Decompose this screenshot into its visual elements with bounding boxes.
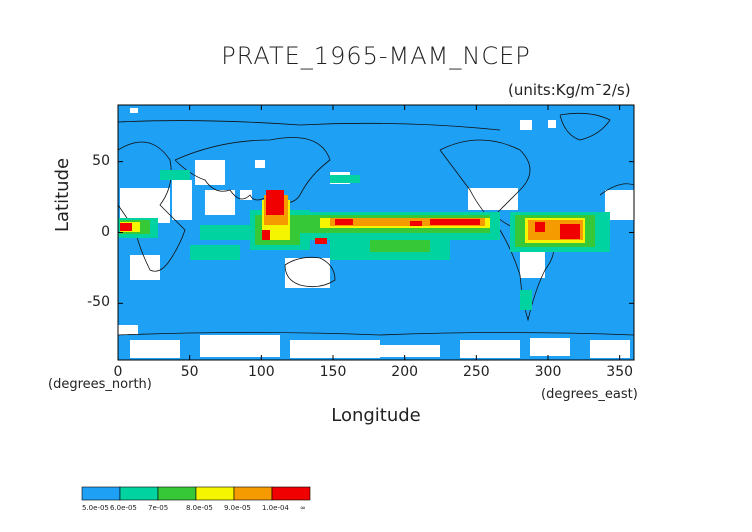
x-axis-label: Longitude — [331, 405, 421, 426]
colorbar-swatch — [271, 486, 311, 501]
precip-red — [120, 190, 580, 244]
x-tick-label: 0 — [113, 364, 123, 380]
colorbar-swatch — [233, 486, 273, 501]
colorbar-swatch — [157, 486, 197, 501]
x-tick-label: 100 — [247, 364, 275, 380]
colorbar-swatch — [119, 486, 159, 501]
units-label: (units:Kg/m¯2/s) — [508, 81, 631, 99]
x-ticks — [117, 105, 621, 360]
x-unit-label: (degrees_east) — [541, 387, 638, 402]
colorbar-label: ∞ — [300, 504, 306, 512]
colorbar-label: 5.0e-05 — [82, 504, 109, 512]
x-tick-label: 350 — [606, 364, 634, 380]
x-tick-label: 150 — [319, 364, 347, 380]
colorbar-label: 7e-05 — [148, 504, 169, 512]
chart-title: PRATE_1965-MAM_NCEP — [221, 42, 531, 70]
x-tick-label: 250 — [462, 364, 490, 380]
y-tick-label: 50 — [92, 152, 110, 169]
colorbar-label: 9.0e-05 — [224, 504, 251, 512]
x-tick-label: 300 — [534, 364, 562, 380]
colorbar-swatch — [81, 486, 121, 501]
y-unit-label: (degrees_north) — [48, 377, 152, 392]
colorbar-label: 8.0e-05 — [186, 504, 213, 512]
x-tick-label: 200 — [391, 364, 419, 380]
colorbar — [81, 486, 311, 501]
colorbar-label: 6.0e-05 — [110, 504, 137, 512]
colorbar-label: 1.0e-04 — [262, 504, 289, 512]
y-ticks — [118, 161, 634, 304]
y-tick-label: -50 — [87, 294, 110, 311]
y-tick-label: 0 — [101, 223, 110, 240]
x-tick-label: 50 — [180, 364, 199, 380]
colorbar-swatch — [195, 486, 235, 501]
white-missing-regions — [118, 108, 634, 358]
